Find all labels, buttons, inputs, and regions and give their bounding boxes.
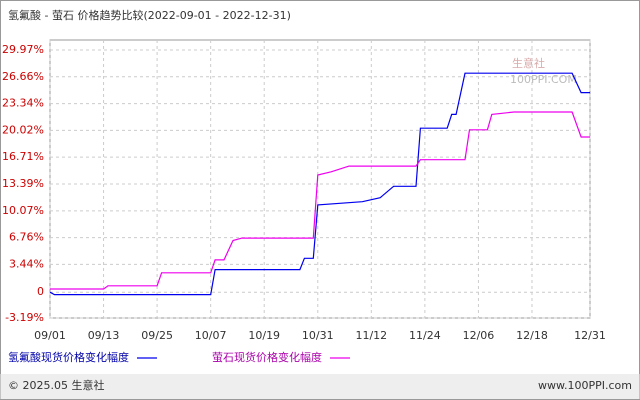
- x-tick-label: 12/31: [574, 329, 606, 342]
- y-tick-label: 0: [37, 285, 44, 298]
- x-tick-label: 09/13: [88, 329, 120, 342]
- series-line: [49, 72, 590, 296]
- y-tick-label: 16.71%: [2, 150, 44, 163]
- y-tick-label: 29.97%: [2, 43, 44, 56]
- y-tick-label: 26.66%: [2, 70, 44, 83]
- x-tick-label: 11/12: [355, 329, 387, 342]
- x-tick-label: 09/25: [141, 329, 173, 342]
- footer-url: www.100PPI.com: [538, 379, 632, 392]
- x-tick-label: 09/01: [34, 329, 66, 342]
- x-tick-label: 10/19: [248, 329, 280, 342]
- series-line: [50, 111, 590, 290]
- x-tick-label: 10/07: [195, 329, 227, 342]
- y-tick-label: -3.19%: [5, 311, 44, 324]
- y-tick-label: 6.76%: [9, 231, 44, 244]
- footer-bar: [0, 374, 640, 399]
- y-tick-label: 23.34%: [2, 97, 44, 110]
- y-tick-label: 13.39%: [2, 177, 44, 190]
- y-tick-label: 20.02%: [2, 123, 44, 136]
- x-tick-label: 11/24: [409, 329, 441, 342]
- x-tick-label: 10/31: [302, 329, 334, 342]
- legend-label: 萤石现货价格变化幅度: [212, 350, 322, 364]
- footer-copyright: © 2025.05 生意社: [8, 378, 104, 392]
- x-tick-label: 12/18: [516, 329, 548, 342]
- chart-title: 氢氟酸 - 萤石 价格趋势比较(2022-09-01 - 2022-12-31): [8, 8, 291, 22]
- y-tick-label: 10.07%: [2, 204, 44, 217]
- watermark-site: 100PPI.COM: [510, 73, 577, 86]
- x-tick-label: 12/06: [463, 329, 495, 342]
- y-tick-label: 3.44%: [9, 257, 44, 270]
- watermark-brand: 生意社: [512, 56, 545, 70]
- legend-label: 氢氟酸现货价格变化幅度: [8, 350, 129, 364]
